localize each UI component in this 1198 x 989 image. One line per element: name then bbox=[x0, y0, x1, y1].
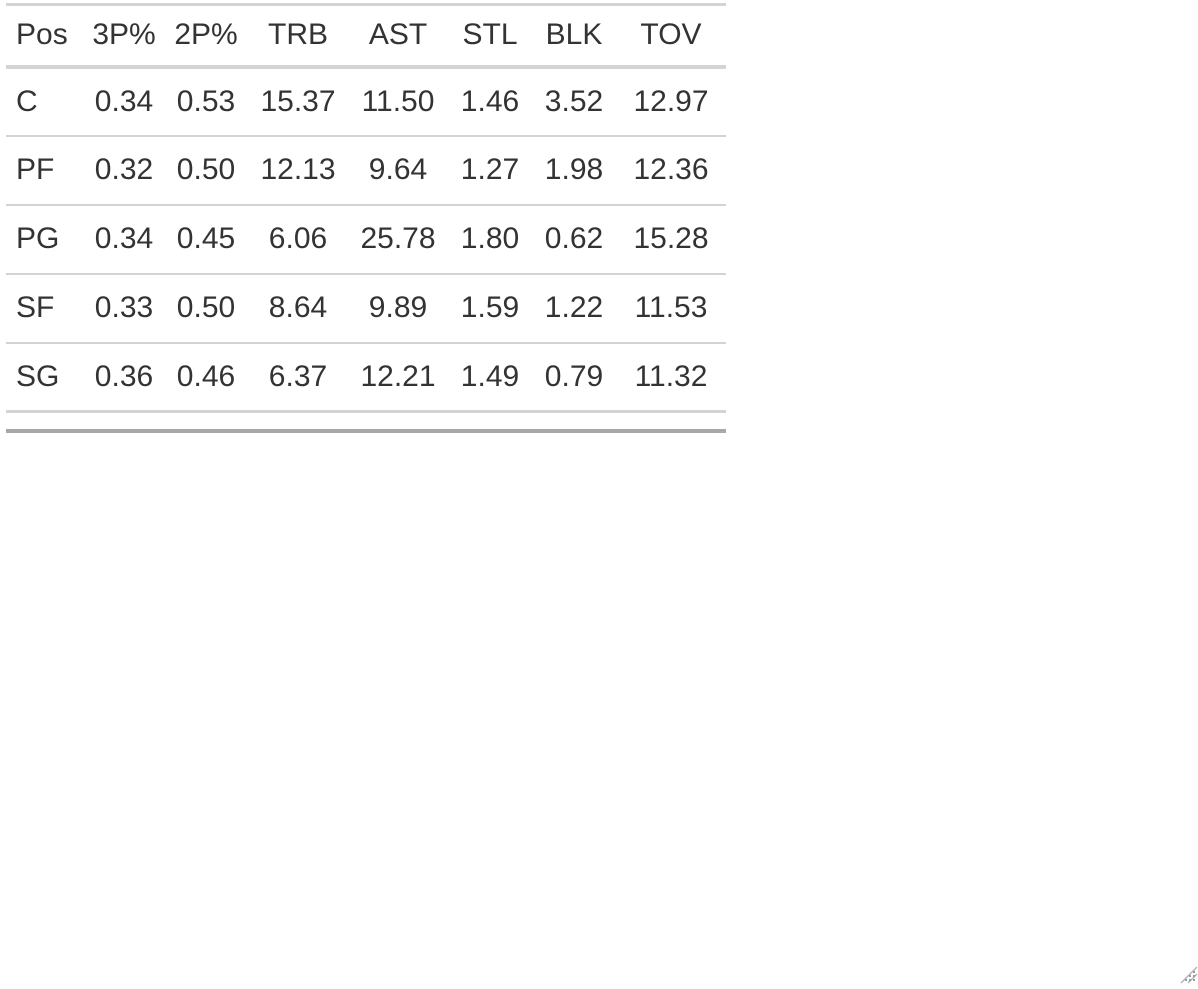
table-row: SF 0.33 0.50 8.64 9.89 1.59 1.22 11.53 bbox=[6, 274, 726, 343]
cell-trb: 8.64 bbox=[248, 274, 348, 343]
table-row: SG 0.36 0.46 6.37 12.21 1.49 0.79 11.32 bbox=[6, 343, 726, 412]
cell-stl: 1.59 bbox=[448, 274, 532, 343]
cell-2p-pct: 0.50 bbox=[164, 136, 248, 205]
column-header-stl: STL bbox=[448, 5, 532, 67]
column-header-blk: BLK bbox=[532, 5, 616, 67]
cell-pos: C bbox=[6, 67, 84, 136]
cell-ast: 9.89 bbox=[348, 274, 448, 343]
cell-blk: 1.98 bbox=[532, 136, 616, 205]
cell-3p-pct: 0.36 bbox=[84, 343, 164, 412]
cell-pos: PG bbox=[6, 205, 84, 274]
column-header-trb: TRB bbox=[248, 5, 348, 67]
cell-stl: 1.80 bbox=[448, 205, 532, 274]
cell-3p-pct: 0.34 bbox=[84, 67, 164, 136]
cell-trb: 6.37 bbox=[248, 343, 348, 412]
column-header-2p-pct: 2P% bbox=[164, 5, 248, 67]
cell-ast: 11.50 bbox=[348, 67, 448, 136]
cell-trb: 12.13 bbox=[248, 136, 348, 205]
cell-tov: 11.32 bbox=[616, 343, 726, 412]
cell-trb: 15.37 bbox=[248, 67, 348, 136]
table-row: C 0.34 0.53 15.37 11.50 1.46 3.52 12.97 bbox=[6, 67, 726, 136]
cell-tov: 12.97 bbox=[616, 67, 726, 136]
cell-stl: 1.49 bbox=[448, 343, 532, 412]
cell-pos: SG bbox=[6, 343, 84, 412]
resize-grip-icon[interactable] bbox=[1168, 954, 1198, 984]
cell-tov: 11.53 bbox=[616, 274, 726, 343]
cell-blk: 0.62 bbox=[532, 205, 616, 274]
cell-ast: 9.64 bbox=[348, 136, 448, 205]
position-stats-table: Pos 3P% 2P% TRB AST STL BLK TOV C 0.34 0… bbox=[6, 3, 726, 413]
table-body: C 0.34 0.53 15.37 11.50 1.46 3.52 12.97 … bbox=[6, 67, 726, 412]
table-footer-rule bbox=[6, 413, 726, 433]
cell-tov: 15.28 bbox=[616, 205, 726, 274]
cell-ast: 12.21 bbox=[348, 343, 448, 412]
cell-2p-pct: 0.50 bbox=[164, 274, 248, 343]
cell-blk: 1.22 bbox=[532, 274, 616, 343]
stats-table-container: Pos 3P% 2P% TRB AST STL BLK TOV C 0.34 0… bbox=[6, 3, 726, 433]
table-row: PF 0.32 0.50 12.13 9.64 1.27 1.98 12.36 bbox=[6, 136, 726, 205]
cell-blk: 0.79 bbox=[532, 343, 616, 412]
cell-2p-pct: 0.45 bbox=[164, 205, 248, 274]
cell-3p-pct: 0.34 bbox=[84, 205, 164, 274]
header-row: Pos 3P% 2P% TRB AST STL BLK TOV bbox=[6, 5, 726, 67]
table-row: PG 0.34 0.45 6.06 25.78 1.80 0.62 15.28 bbox=[6, 205, 726, 274]
cell-stl: 1.46 bbox=[448, 67, 532, 136]
cell-2p-pct: 0.46 bbox=[164, 343, 248, 412]
cell-3p-pct: 0.33 bbox=[84, 274, 164, 343]
column-header-ast: AST bbox=[348, 5, 448, 67]
table-header: Pos 3P% 2P% TRB AST STL BLK TOV bbox=[6, 5, 726, 67]
cell-stl: 1.27 bbox=[448, 136, 532, 205]
cell-tov: 12.36 bbox=[616, 136, 726, 205]
column-header-pos: Pos bbox=[6, 5, 84, 67]
cell-trb: 6.06 bbox=[248, 205, 348, 274]
resize-grip-icon-graphic bbox=[1168, 954, 1198, 984]
cell-2p-pct: 0.53 bbox=[164, 67, 248, 136]
cell-3p-pct: 0.32 bbox=[84, 136, 164, 205]
cell-pos: PF bbox=[6, 136, 84, 205]
column-header-3p-pct: 3P% bbox=[84, 5, 164, 67]
column-header-tov: TOV bbox=[616, 5, 726, 67]
cell-blk: 3.52 bbox=[532, 67, 616, 136]
cell-pos: SF bbox=[6, 274, 84, 343]
cell-ast: 25.78 bbox=[348, 205, 448, 274]
